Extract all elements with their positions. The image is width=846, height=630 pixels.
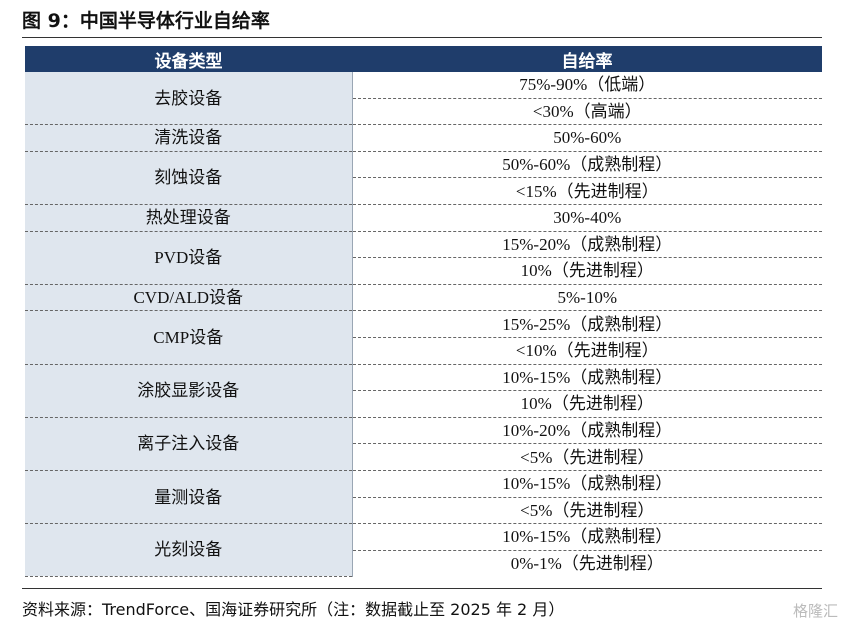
category-cell: CMP设备 <box>25 310 353 365</box>
row: CMP设备 15%-25%（成熟制程） <box>25 310 822 365</box>
column-header: 自给率 <box>352 46 822 72</box>
row: 0%-1%（先进制程） <box>25 550 822 576</box>
value-cell: <30%（高端） <box>352 98 822 126</box>
category-cell: 光刻设备 <box>25 523 353 577</box>
table: 设备类型 自给率 去胶设备 75%-90%（低端） <30%（高端） 清洗设备 50%-6… <box>25 46 822 577</box>
value-cell: <15%（先进制程） <box>352 177 822 205</box>
row: <15%（先进制程） <box>25 177 822 205</box>
value-cell: 10%-15%（成熟制程） <box>352 523 822 551</box>
category-cell: PVD设备 <box>25 231 353 285</box>
header-row: 设备类型 自给率 <box>25 46 822 72</box>
row: 光刻设备 10%-15%（成熟制程） <box>25 523 822 577</box>
row: 去胶设备 75%-90%（低端） <box>25 72 822 126</box>
source-note: 资料来源：TrendForce、国海证券研究所（注：数据截止至 2025 年 2… <box>22 600 565 619</box>
row: <10%（先进制程） <box>25 337 822 365</box>
value-cell: 10%-15%（成熟制程） <box>352 364 822 392</box>
value-cell: <5%（先进制程） <box>352 443 822 471</box>
value-cell: 30%-40% <box>352 204 822 232</box>
row: PVD设备 15%-20%（成熟制程） <box>25 231 822 285</box>
column-header: 设备类型 <box>25 46 352 72</box>
row: <30%（高端） <box>25 98 822 126</box>
rule <box>22 37 822 38</box>
category-cell: 离子注入设备 <box>25 417 353 471</box>
row: 刻蚀设备 50%-60%（成熟制程） <box>25 151 822 205</box>
category-cell: 量测设备 <box>25 470 353 525</box>
rule <box>22 588 822 589</box>
category-cell: 涂胶显影设备 <box>25 364 353 418</box>
row: 10%（先进制程） <box>25 390 822 418</box>
row: 热处理设备 30%-40% <box>25 204 822 232</box>
row: <5%（先进制程） <box>25 443 822 471</box>
row: <5%（先进制程） <box>25 497 822 525</box>
row: 清洗设备 50%-60% <box>25 124 822 152</box>
category-cell: 去胶设备 <box>25 72 353 126</box>
value-cell: 75%-90%（低端） <box>352 72 822 99</box>
value-cell: <10%（先进制程） <box>352 337 822 365</box>
value-cell: 10%-15%（成熟制程） <box>352 470 822 498</box>
row: 量测设备 10%-15%（成熟制程） <box>25 470 822 525</box>
row: 离子注入设备 10%-20%（成熟制程） <box>25 417 822 471</box>
row: 10%（先进制程） <box>25 257 822 285</box>
value-cell: 15%-20%（成熟制程） <box>352 231 822 259</box>
value-cell: 50%-60% <box>352 124 822 152</box>
category-cell: 刻蚀设备 <box>25 151 353 205</box>
value-cell: 10%（先进制程） <box>352 257 822 285</box>
value-cell: 50%-60%（成熟制程） <box>352 151 822 179</box>
watermark: 格隆汇 <box>792 602 838 620</box>
value-cell: <5%（先进制程） <box>352 497 822 525</box>
value-cell: 10%-20%（成熟制程） <box>352 417 822 445</box>
row: 涂胶显影设备 10%-15%（成熟制程） <box>25 364 822 418</box>
title: 图 9：中国半导体行业自给率 <box>22 10 270 32</box>
value-cell: 15%-25%（成熟制程） <box>352 310 822 338</box>
value-cell: 10%（先进制程） <box>352 390 822 418</box>
category-cell: 热处理设备 <box>25 204 353 232</box>
category-cell: CVD/ALD设备 <box>25 284 353 312</box>
value-cell: 0%-1%（先进制程） <box>510 553 664 573</box>
row: CVD/ALD设备 5%-10% <box>25 284 822 312</box>
value-cell: 5%-10% <box>352 284 822 312</box>
category-cell: 清洗设备 <box>25 124 353 152</box>
